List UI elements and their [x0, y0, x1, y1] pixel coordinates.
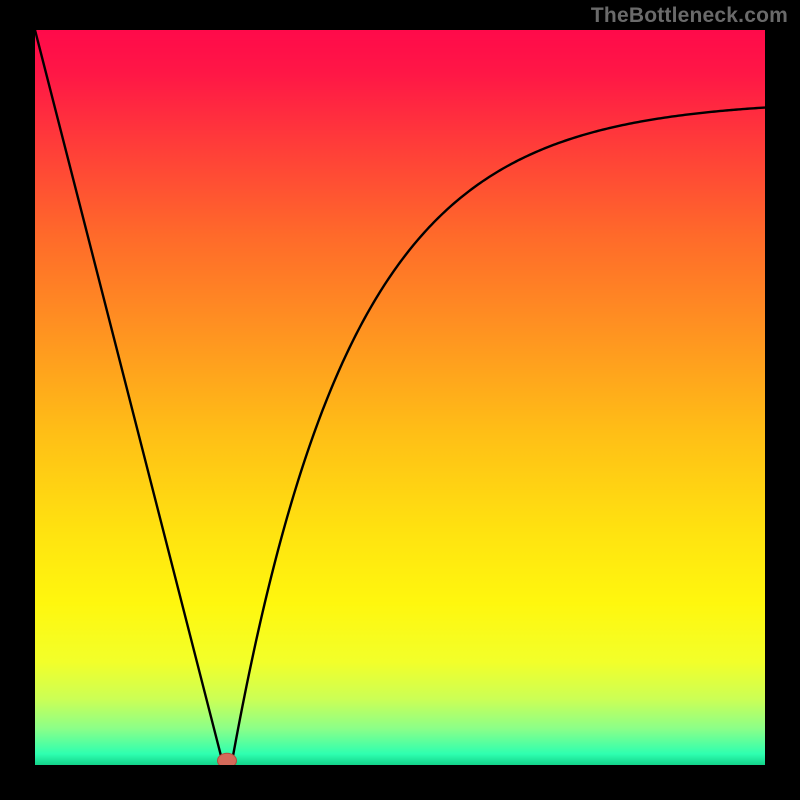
- page-root: TheBottleneck.com: [0, 0, 800, 800]
- watermark-text: TheBottleneck.com: [591, 4, 788, 28]
- bottleneck-chart-canvas: [35, 30, 765, 765]
- chart-container: [35, 30, 765, 765]
